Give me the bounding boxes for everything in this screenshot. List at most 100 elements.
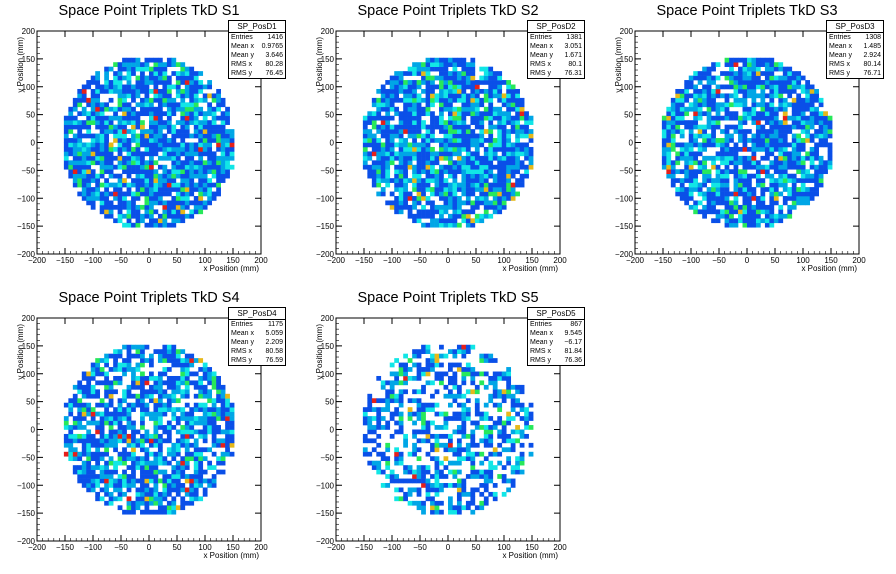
heatmap-cell	[465, 62, 471, 67]
heatmap-cell	[198, 133, 204, 139]
heatmap-cell	[796, 142, 802, 148]
heatmap-cell	[519, 164, 525, 170]
heatmap-cell	[684, 169, 690, 175]
heatmap-cell	[742, 115, 748, 121]
heatmap-cell	[225, 146, 230, 152]
heatmap-cell	[229, 402, 235, 408]
heatmap-cell	[180, 142, 186, 148]
heatmap-cell	[193, 173, 199, 179]
heatmap-cell	[131, 451, 136, 457]
heatmap-cell	[104, 84, 109, 90]
heatmap-cell	[211, 182, 217, 188]
heatmap-cell	[778, 160, 784, 166]
heatmap-cell	[157, 80, 163, 85]
heatmap-cell	[519, 115, 525, 121]
heatmap-cell	[113, 71, 118, 76]
heatmap-cell	[162, 411, 168, 417]
heatmap-cell	[144, 106, 150, 112]
heatmap-cell	[140, 204, 145, 210]
heatmap-cell	[184, 416, 190, 421]
heatmap-cell	[189, 160, 195, 166]
heatmap-cell	[412, 120, 417, 125]
heatmap-cell	[510, 120, 516, 125]
heatmap-cell	[81, 469, 87, 475]
heatmap-cell	[452, 429, 458, 435]
heatmap-cell	[452, 88, 458, 94]
heatmap-cell	[706, 178, 712, 183]
heatmap-cell	[430, 133, 435, 139]
heatmap-cell	[362, 411, 368, 417]
heatmap-cell	[697, 191, 703, 197]
heatmap-cell	[385, 420, 391, 426]
chart-panel: Space Point Triplets TkD S1 −200 −150 −100…	[0, 0, 298, 287]
heatmap-cell	[412, 178, 417, 183]
heatmap-cell	[805, 129, 811, 134]
heatmap-cell	[470, 138, 476, 143]
heatmap-cell	[149, 433, 154, 439]
heatmap-cell	[434, 433, 440, 439]
heatmap-cell	[416, 491, 422, 497]
heatmap-cell	[742, 102, 748, 108]
heatmap-cell	[104, 187, 109, 192]
heatmap-cell	[380, 129, 386, 134]
heatmap-cell	[760, 124, 766, 130]
heatmap-cell	[86, 487, 92, 493]
heatmap-cell	[104, 384, 109, 390]
heatmap-cell	[443, 71, 449, 76]
heatmap-cell	[693, 182, 699, 188]
heatmap-cell	[72, 182, 78, 188]
heatmap-cell	[760, 102, 766, 108]
heatmap-cell	[135, 187, 141, 192]
heatmap-cell	[193, 420, 199, 426]
heatmap-cell	[144, 465, 150, 470]
heatmap-cell	[367, 393, 373, 399]
heatmap-cell	[135, 349, 141, 354]
heatmap-cell	[140, 133, 145, 139]
y-tick-label: 200	[321, 27, 335, 36]
heatmap-cell	[769, 146, 775, 152]
heatmap-cell	[207, 151, 213, 157]
heatmap-cell	[416, 169, 422, 175]
heatmap-cell	[515, 169, 520, 175]
heatmap-cell	[371, 416, 377, 421]
heatmap-cell	[225, 138, 230, 143]
heatmap-cell	[506, 160, 512, 166]
heatmap-cell	[380, 380, 386, 386]
heatmap-cell	[439, 106, 444, 112]
heatmap-cell	[104, 460, 109, 466]
heatmap-cell	[86, 146, 92, 152]
heatmap-cell	[153, 129, 159, 134]
heatmap-cell	[362, 151, 368, 157]
heatmap-cell	[175, 429, 181, 435]
heatmap-cell	[773, 129, 779, 134]
heatmap-cell	[733, 97, 739, 103]
heatmap-cell	[448, 93, 453, 99]
heatmap-cell	[86, 447, 92, 453]
heatmap-cell	[448, 106, 453, 112]
heatmap-cell	[751, 57, 757, 63]
heatmap-cell	[764, 84, 770, 90]
heatmap-cell	[184, 164, 190, 170]
heatmap-cell	[715, 196, 721, 201]
heatmap-cell	[376, 191, 382, 197]
heatmap-cell	[497, 164, 503, 170]
heatmap-cell	[497, 375, 503, 381]
heatmap-cell	[443, 155, 449, 161]
heatmap-cell	[791, 187, 797, 192]
heatmap-cell	[693, 71, 699, 76]
heatmap-cell	[456, 133, 462, 139]
heatmap-cell	[742, 75, 748, 81]
heatmap-cell	[166, 88, 172, 94]
heatmap-cell	[470, 420, 476, 426]
heatmap-cell	[488, 393, 494, 399]
heatmap-cell	[416, 209, 422, 215]
heatmap-cell	[389, 362, 395, 368]
heatmap-cell	[693, 173, 699, 179]
heatmap-cell	[403, 438, 408, 444]
heatmap-cell	[90, 155, 96, 161]
y-tick-label: −100	[17, 481, 36, 490]
heatmap-cell	[773, 169, 779, 175]
heatmap-cell	[470, 460, 476, 466]
heatmap-cell	[126, 66, 132, 72]
heatmap-cell	[760, 164, 766, 170]
